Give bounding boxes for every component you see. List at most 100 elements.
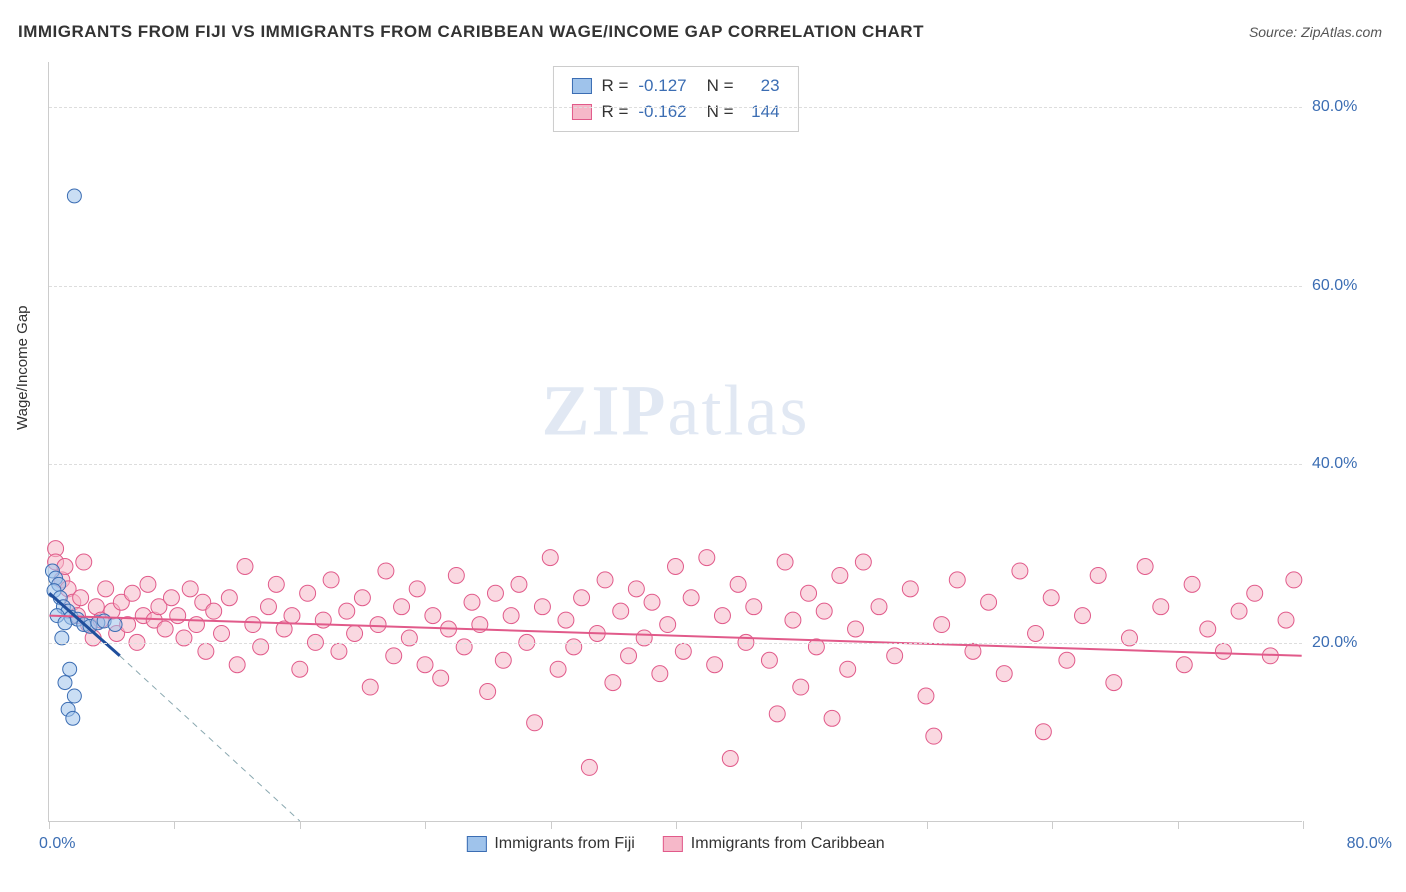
data-point bbox=[816, 603, 832, 619]
data-point bbox=[417, 657, 433, 673]
xtick bbox=[1178, 821, 1179, 829]
data-point bbox=[926, 728, 942, 744]
x-label-min: 0.0% bbox=[39, 835, 75, 853]
data-point bbox=[785, 612, 801, 628]
data-point bbox=[124, 585, 140, 601]
data-point bbox=[268, 576, 284, 592]
xtick bbox=[801, 821, 802, 829]
data-point bbox=[918, 688, 934, 704]
data-point bbox=[425, 608, 441, 624]
data-point bbox=[683, 590, 699, 606]
data-point bbox=[1059, 652, 1075, 668]
data-point bbox=[1035, 724, 1051, 740]
data-point bbox=[253, 639, 269, 655]
data-point bbox=[534, 599, 550, 615]
data-point bbox=[73, 590, 89, 606]
legend-swatch bbox=[663, 836, 683, 852]
data-point bbox=[386, 648, 402, 664]
data-point bbox=[108, 618, 122, 632]
data-point bbox=[777, 554, 793, 570]
xtick bbox=[174, 821, 175, 829]
data-point bbox=[214, 625, 230, 641]
data-point bbox=[714, 608, 730, 624]
data-point bbox=[1137, 559, 1153, 575]
xtick bbox=[676, 821, 677, 829]
data-point bbox=[887, 648, 903, 664]
data-point bbox=[769, 706, 785, 722]
data-point bbox=[503, 608, 519, 624]
data-point bbox=[67, 689, 81, 703]
data-point bbox=[824, 710, 840, 726]
legend-label: Immigrants from Fiji bbox=[494, 835, 634, 853]
data-point bbox=[188, 617, 204, 633]
data-point bbox=[1012, 563, 1028, 579]
data-point bbox=[1200, 621, 1216, 637]
xtick bbox=[551, 821, 552, 829]
xtick bbox=[1303, 821, 1304, 829]
data-point bbox=[354, 590, 370, 606]
chart-plot-area: ZIPatlas R = -0.127 N = 23 R = -0.162 N … bbox=[48, 62, 1302, 822]
xtick bbox=[1052, 821, 1053, 829]
chart-title: IMMIGRANTS FROM FIJI VS IMMIGRANTS FROM … bbox=[18, 22, 924, 42]
data-point bbox=[58, 676, 72, 690]
data-point bbox=[527, 715, 543, 731]
data-point bbox=[448, 567, 464, 583]
data-point bbox=[323, 572, 339, 588]
data-point bbox=[550, 661, 566, 677]
trendline-extension bbox=[120, 656, 300, 821]
source-attribution: Source: ZipAtlas.com bbox=[1249, 24, 1382, 40]
data-point bbox=[660, 617, 676, 633]
data-point bbox=[761, 652, 777, 668]
data-point bbox=[157, 621, 173, 637]
data-point bbox=[206, 603, 222, 619]
data-point bbox=[331, 643, 347, 659]
data-point bbox=[237, 559, 253, 575]
data-point bbox=[574, 590, 590, 606]
data-point bbox=[1028, 625, 1044, 641]
data-point bbox=[722, 751, 738, 767]
data-point bbox=[996, 666, 1012, 682]
data-point bbox=[464, 594, 480, 610]
data-point bbox=[339, 603, 355, 619]
ytick-label: 80.0% bbox=[1312, 98, 1382, 116]
data-point bbox=[848, 621, 864, 637]
data-point bbox=[487, 585, 503, 601]
data-point bbox=[300, 585, 316, 601]
xtick bbox=[300, 821, 301, 829]
data-point bbox=[480, 684, 496, 700]
data-point bbox=[433, 670, 449, 686]
ytick-label: 20.0% bbox=[1312, 634, 1382, 652]
x-label-max: 80.0% bbox=[1347, 835, 1392, 853]
data-point bbox=[871, 599, 887, 615]
data-point bbox=[668, 559, 684, 575]
y-axis-label: Wage/Income Gap bbox=[14, 305, 31, 430]
data-point bbox=[1247, 585, 1263, 601]
data-point bbox=[902, 581, 918, 597]
data-point bbox=[260, 599, 276, 615]
data-point bbox=[1231, 603, 1247, 619]
data-point bbox=[1090, 567, 1106, 583]
data-point bbox=[949, 572, 965, 588]
data-point bbox=[456, 639, 472, 655]
xtick bbox=[49, 821, 50, 829]
ytick-label: 40.0% bbox=[1312, 455, 1382, 473]
data-point bbox=[746, 599, 762, 615]
data-point bbox=[1075, 608, 1091, 624]
legend-swatch bbox=[466, 836, 486, 852]
data-point bbox=[793, 679, 809, 695]
data-point bbox=[511, 576, 527, 592]
data-point bbox=[182, 581, 198, 597]
data-point bbox=[613, 603, 629, 619]
bottom-legend-item: Immigrants from Fiji bbox=[466, 835, 634, 853]
data-point bbox=[347, 625, 363, 641]
data-point bbox=[378, 563, 394, 579]
data-point bbox=[605, 675, 621, 691]
data-point bbox=[163, 590, 179, 606]
data-point bbox=[855, 554, 871, 570]
data-point bbox=[981, 594, 997, 610]
bottom-legend: Immigrants from FijiImmigrants from Cari… bbox=[466, 835, 884, 853]
data-point bbox=[542, 550, 558, 566]
data-point bbox=[394, 599, 410, 615]
data-point bbox=[409, 581, 425, 597]
data-point bbox=[699, 550, 715, 566]
